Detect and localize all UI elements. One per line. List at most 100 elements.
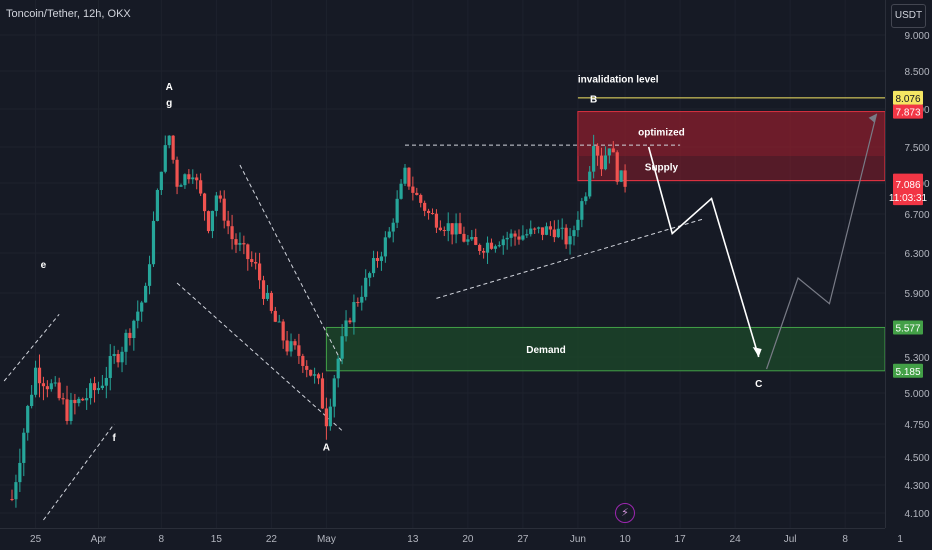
candle-body <box>144 285 148 303</box>
candle-body <box>580 201 584 220</box>
candle-body <box>426 210 431 214</box>
candle-body <box>81 398 85 401</box>
price-badge-label: 5.185 <box>895 367 920 378</box>
candle-body <box>41 383 46 387</box>
trendline <box>43 423 115 521</box>
candle-body <box>364 277 368 297</box>
y-tick-label: 4.750 <box>904 420 929 431</box>
candle-body <box>450 223 454 235</box>
candle-body <box>30 394 34 407</box>
arrow-head-main <box>752 347 762 357</box>
lightning-icon[interactable]: ⚡ <box>615 503 635 523</box>
candle-body <box>552 229 556 238</box>
candle-body <box>336 358 340 379</box>
candle-body <box>199 180 203 194</box>
candle-body <box>537 227 541 229</box>
candle-body <box>65 399 69 421</box>
candle-body <box>556 228 560 238</box>
candle-body <box>411 186 415 193</box>
candle-body <box>423 202 427 211</box>
candle-body <box>26 406 30 433</box>
candle-body <box>281 321 285 341</box>
candle-body <box>588 171 592 197</box>
candle-body <box>285 340 289 352</box>
candle-body <box>246 244 250 260</box>
candle-body <box>474 236 478 245</box>
candle-body <box>222 198 226 221</box>
y-tick-label: 8.500 <box>904 67 929 78</box>
candle-body <box>340 336 344 359</box>
candle-body <box>371 258 376 274</box>
candle-body <box>92 383 97 391</box>
candle-body <box>73 399 77 404</box>
trendline <box>3 314 60 382</box>
candle-body <box>14 482 18 500</box>
candle-body <box>100 385 104 389</box>
x-tick-label: 17 <box>675 534 687 545</box>
currency-button[interactable]: USDT <box>891 4 926 28</box>
y-tick-label: 6.700 <box>904 210 929 221</box>
candle-body <box>305 365 309 370</box>
candle-body <box>395 198 399 223</box>
candle-body <box>623 170 627 187</box>
price-badge <box>893 363 923 378</box>
candle-body <box>171 135 175 160</box>
candle-body <box>368 273 372 278</box>
chart-title: Toncoin/Tether, 12h, OKX <box>6 8 131 20</box>
candle-body <box>128 332 132 339</box>
candle-body <box>356 302 360 304</box>
x-tick-label: 27 <box>517 534 529 545</box>
candle-body <box>568 236 572 245</box>
candle-body <box>57 382 61 399</box>
x-tick-label: 22 <box>266 534 278 545</box>
annotations: invalidation level optimized Supply Demand A… <box>41 74 763 453</box>
candle-body <box>261 280 266 299</box>
y-tick-label: 7.500 <box>904 143 929 154</box>
countdown-label: 11:03:31 <box>889 193 928 204</box>
candle-body <box>136 311 140 321</box>
candle-body <box>619 170 623 182</box>
candle-body <box>155 190 160 221</box>
chart-grid <box>0 0 900 528</box>
candle-body <box>218 195 222 199</box>
candle-body <box>273 310 277 322</box>
x-tick-label: Jul <box>784 534 797 545</box>
candle-body <box>482 250 486 253</box>
candle-body <box>533 228 537 230</box>
candle-body <box>289 341 293 352</box>
candle-body <box>509 233 513 238</box>
candle-body <box>45 386 49 390</box>
chart-zones <box>325 97 886 372</box>
candle-body <box>69 399 73 421</box>
price-badge-label: 7.873 <box>895 108 920 119</box>
candle-body <box>328 406 332 427</box>
wave-label: A <box>166 82 173 93</box>
projection-paths <box>647 113 878 370</box>
candle-body <box>572 230 576 237</box>
candle-body <box>419 194 423 203</box>
wave-label: g <box>166 98 172 109</box>
candle-body <box>584 196 588 202</box>
candle-body <box>316 374 321 379</box>
y-tick-label: 5.900 <box>904 289 929 300</box>
candle-body <box>163 145 167 172</box>
candle-body <box>564 227 568 245</box>
candle-body <box>226 220 230 227</box>
candle-body <box>399 183 403 199</box>
supply-label: Supply <box>645 162 679 173</box>
candle-body <box>324 408 328 427</box>
candle-body <box>344 320 348 337</box>
candle-body <box>210 210 215 232</box>
candle-body <box>22 432 26 463</box>
x-tick-label: 20 <box>462 534 474 545</box>
candle-body <box>187 174 191 180</box>
candle-body <box>489 242 494 249</box>
candle-body <box>254 262 258 264</box>
candle-body <box>513 233 517 237</box>
candle-body <box>548 226 553 230</box>
candle-body <box>132 320 136 339</box>
price-badge-label: 5.577 <box>895 323 920 334</box>
arrow-head-alt <box>868 113 877 123</box>
